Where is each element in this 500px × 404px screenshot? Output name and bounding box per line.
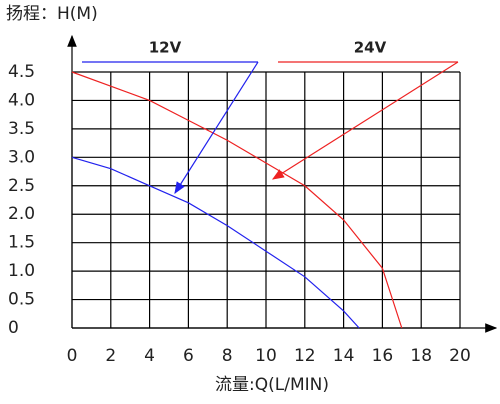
x-tick-label: 2 — [105, 346, 116, 366]
x-tick-label: 4 — [144, 346, 155, 366]
y-tick-label: 1.5 — [8, 233, 35, 253]
x-axis-title: 流量:Q(L/MIN) — [215, 375, 329, 395]
series-line — [71, 71, 403, 329]
y-tick-label: 4.0 — [8, 90, 35, 110]
series-label: 12V — [149, 39, 182, 57]
y-tick-label: 0.5 — [8, 290, 35, 310]
y-tick-label: 3.5 — [8, 119, 35, 139]
annotation-arrow — [271, 61, 459, 180]
y-tick-label: 1.0 — [8, 261, 35, 281]
x-tick-label: 10 — [255, 346, 277, 366]
plot — [71, 71, 403, 329]
annotation-arrow — [174, 61, 259, 195]
x-tick-label: 14 — [333, 346, 355, 366]
y-tick-label: 4.5 — [8, 62, 35, 82]
x-tick-label: 6 — [183, 346, 194, 366]
x-tick-label: 18 — [410, 346, 432, 366]
x-tick-label: 16 — [372, 346, 394, 366]
y-tick-label: 3.0 — [8, 147, 35, 167]
x-tick-label: 20 — [449, 346, 471, 366]
y-tick-label: 0 — [8, 318, 19, 338]
x-tick-label: 12 — [294, 346, 316, 366]
chart-title: 扬程：H(M) — [6, 4, 98, 24]
series-label: 24V — [354, 39, 387, 57]
x-tick-label: 0 — [67, 346, 78, 366]
y-tick-label: 2.5 — [8, 176, 35, 196]
grid: 0 0.5 1.0 1.5 2.0 2.5 3.0 3.5 4.0 4.5 0 2 4 6 8 10 12 14 1… — [8, 62, 471, 366]
series-line — [71, 156, 360, 329]
y-tick-label: 2.0 — [8, 204, 35, 224]
x-tick-label: 8 — [222, 346, 233, 366]
